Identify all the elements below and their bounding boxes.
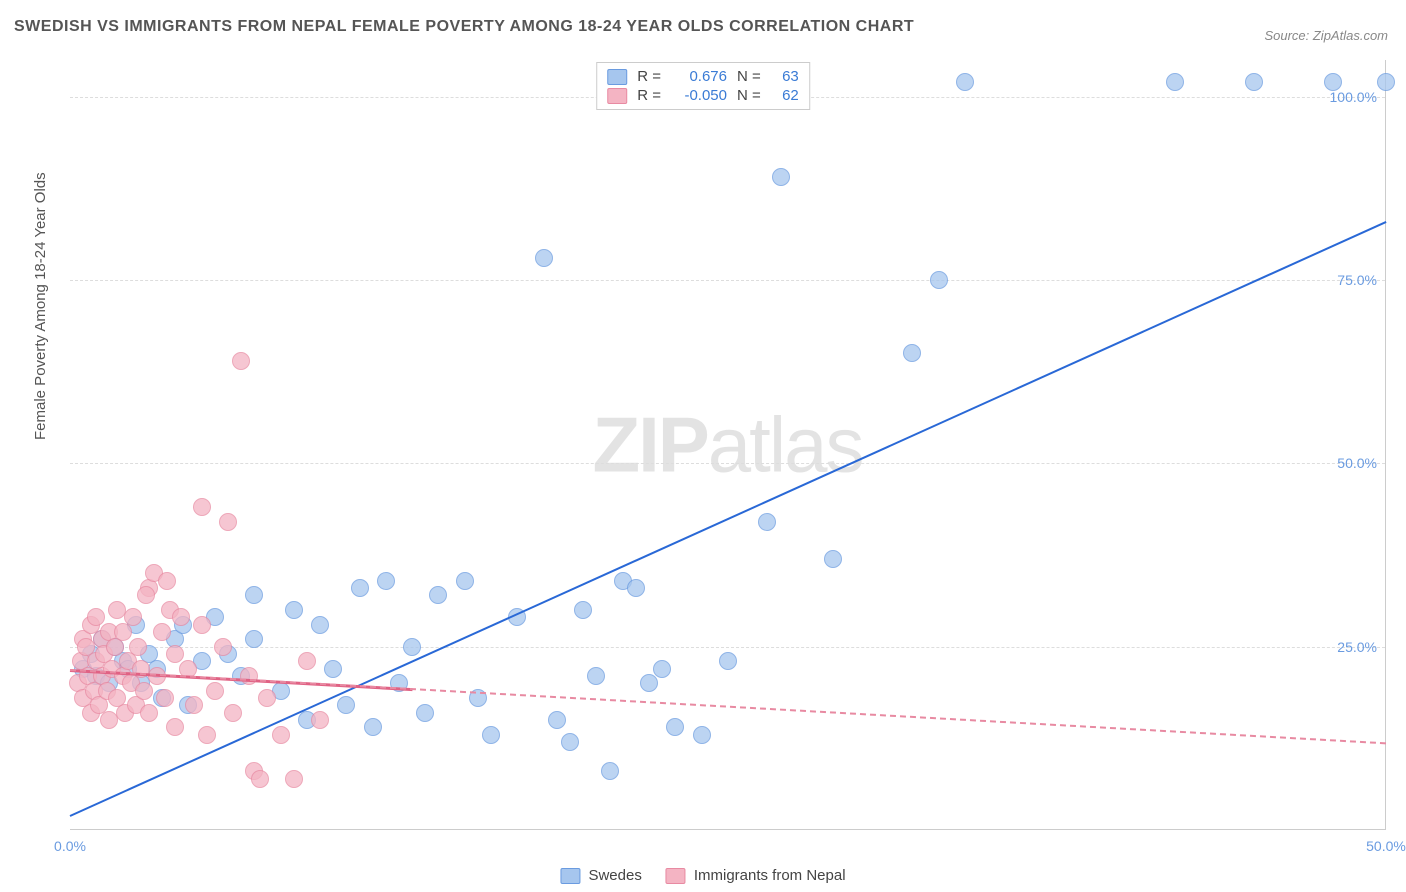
- data-point: [206, 682, 224, 700]
- n-value: 63: [771, 68, 799, 85]
- r-value: 0.676: [671, 68, 727, 85]
- data-point: [224, 704, 242, 722]
- data-point: [653, 660, 671, 678]
- r-value: -0.050: [671, 87, 727, 104]
- data-point: [311, 711, 329, 729]
- y-axis-label: Female Poverty Among 18-24 Year Olds: [32, 172, 49, 440]
- data-point: [364, 718, 382, 736]
- y-tick-label: 25.0%: [1337, 639, 1377, 655]
- data-point: [351, 579, 369, 597]
- n-label: N =: [737, 87, 761, 104]
- data-point: [416, 704, 434, 722]
- gridline: [70, 647, 1385, 648]
- data-point: [758, 513, 776, 531]
- watermark-zip: ZIP: [592, 400, 707, 488]
- data-point: [166, 718, 184, 736]
- data-point: [1377, 73, 1395, 91]
- r-label: R =: [637, 68, 661, 85]
- data-point: [482, 726, 500, 744]
- data-point: [193, 616, 211, 634]
- data-point: [561, 733, 579, 751]
- data-point: [548, 711, 566, 729]
- data-point: [956, 73, 974, 91]
- stats-legend-row: R = 0.676 N = 63: [607, 67, 799, 86]
- data-point: [214, 638, 232, 656]
- data-point: [185, 696, 203, 714]
- data-point: [87, 608, 105, 626]
- data-point: [135, 682, 153, 700]
- data-point: [627, 579, 645, 597]
- data-point: [298, 652, 316, 670]
- data-point: [403, 638, 421, 656]
- data-point: [601, 762, 619, 780]
- data-point: [219, 513, 237, 531]
- data-point: [311, 616, 329, 634]
- legend-label: Immigrants from Nepal: [694, 867, 846, 884]
- data-point: [719, 652, 737, 670]
- x-tick-label: 0.0%: [54, 838, 86, 854]
- y-tick-label: 100.0%: [1330, 89, 1377, 105]
- data-point: [158, 572, 176, 590]
- data-point: [124, 608, 142, 626]
- series-legend: Swedes Immigrants from Nepal: [560, 867, 845, 884]
- legend-item: Immigrants from Nepal: [666, 867, 846, 884]
- data-point: [153, 623, 171, 641]
- data-point: [258, 689, 276, 707]
- data-point: [1245, 73, 1263, 91]
- data-point: [172, 608, 190, 626]
- data-point: [198, 726, 216, 744]
- data-point: [429, 586, 447, 604]
- plot-area: ZIPatlas 25.0% 50.0% 75.0% 100.0%: [70, 60, 1386, 830]
- data-point: [1166, 73, 1184, 91]
- stats-legend-row: R = -0.050 N = 62: [607, 86, 799, 105]
- data-point: [129, 638, 147, 656]
- data-point: [251, 770, 269, 788]
- legend-swatch: [560, 868, 580, 884]
- y-tick-label: 50.0%: [1337, 455, 1377, 471]
- data-point: [285, 770, 303, 788]
- stats-legend: R = 0.676 N = 63 R = -0.050 N = 62: [596, 62, 810, 110]
- data-point: [285, 601, 303, 619]
- data-point: [137, 586, 155, 604]
- data-point: [166, 645, 184, 663]
- data-point: [903, 344, 921, 362]
- data-point: [772, 168, 790, 186]
- legend-swatch: [666, 868, 686, 884]
- y-tick-label: 75.0%: [1337, 272, 1377, 288]
- gridline: [70, 280, 1385, 281]
- n-label: N =: [737, 68, 761, 85]
- n-value: 62: [771, 87, 799, 104]
- data-point: [824, 550, 842, 568]
- x-tick-label: 50.0%: [1366, 838, 1406, 854]
- data-point: [245, 630, 263, 648]
- data-point: [140, 704, 158, 722]
- data-point: [324, 660, 342, 678]
- legend-label: Swedes: [588, 867, 641, 884]
- watermark-atlas: atlas: [708, 400, 863, 488]
- legend-swatch: [607, 88, 627, 104]
- data-point: [930, 271, 948, 289]
- legend-item: Swedes: [560, 867, 641, 884]
- data-point: [1324, 73, 1342, 91]
- trend-line: [70, 221, 1387, 817]
- data-point: [574, 601, 592, 619]
- data-point: [232, 352, 250, 370]
- data-point: [272, 726, 290, 744]
- data-point: [640, 674, 658, 692]
- data-point: [377, 572, 395, 590]
- r-label: R =: [637, 87, 661, 104]
- source-attribution: Source: ZipAtlas.com: [1264, 28, 1388, 43]
- data-point: [666, 718, 684, 736]
- data-point: [535, 249, 553, 267]
- chart-title: SWEDISH VS IMMIGRANTS FROM NEPAL FEMALE …: [14, 18, 914, 36]
- data-point: [156, 689, 174, 707]
- data-point: [587, 667, 605, 685]
- data-point: [693, 726, 711, 744]
- data-point: [456, 572, 474, 590]
- data-point: [193, 498, 211, 516]
- legend-swatch: [607, 69, 627, 85]
- data-point: [337, 696, 355, 714]
- gridline: [70, 463, 1385, 464]
- data-point: [245, 586, 263, 604]
